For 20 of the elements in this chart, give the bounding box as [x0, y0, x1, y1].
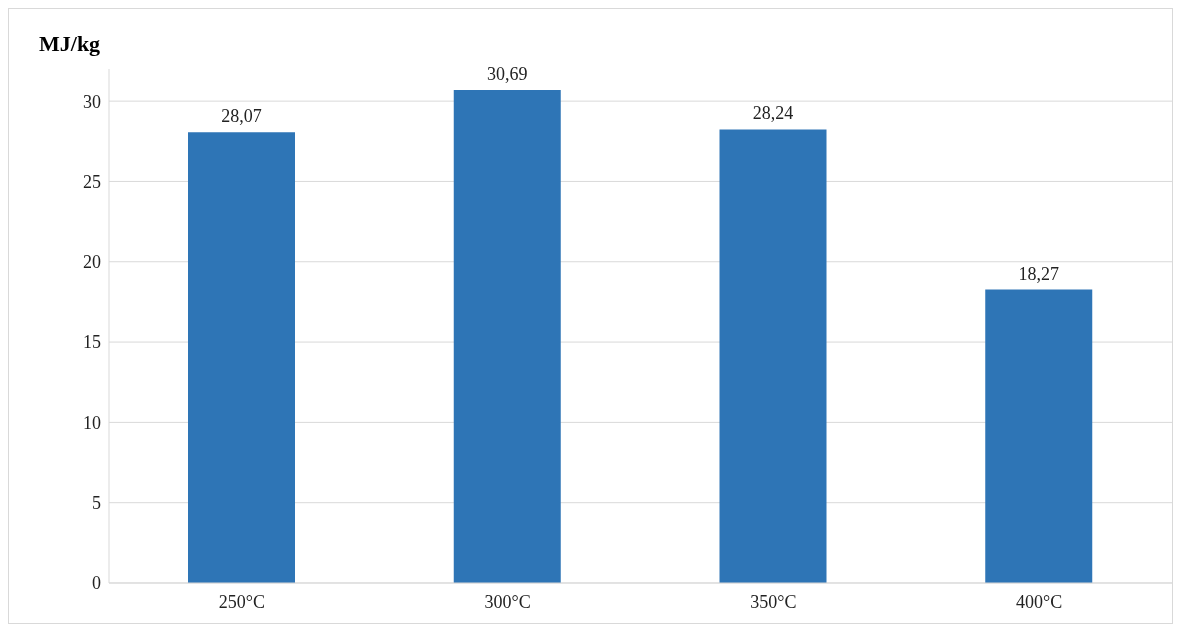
- bar: [985, 289, 1093, 583]
- y-tick-label: 20: [83, 252, 101, 273]
- y-axis-title: MJ/kg: [39, 31, 101, 57]
- data-label: 18,27: [1018, 263, 1059, 284]
- x-tick-label: 300°C: [484, 591, 531, 612]
- data-label: 30,69: [487, 64, 528, 85]
- bar: [453, 90, 561, 583]
- bar: [188, 132, 295, 583]
- x-tick-label: 400°C: [1016, 591, 1063, 612]
- data-label: 28,24: [752, 103, 794, 124]
- y-tick-label: 25: [83, 171, 101, 192]
- y-tick-label: 30: [83, 91, 101, 112]
- y-tick-label: 15: [83, 332, 101, 353]
- bar: [719, 129, 827, 583]
- x-tick-label: 350°C: [750, 591, 797, 612]
- y-tick-label: 0: [92, 573, 101, 594]
- x-tick-label: 250°C: [218, 591, 265, 612]
- data-label: 28,07: [221, 106, 262, 127]
- y-tick-label: 5: [92, 493, 101, 514]
- y-tick-label: 10: [83, 412, 101, 433]
